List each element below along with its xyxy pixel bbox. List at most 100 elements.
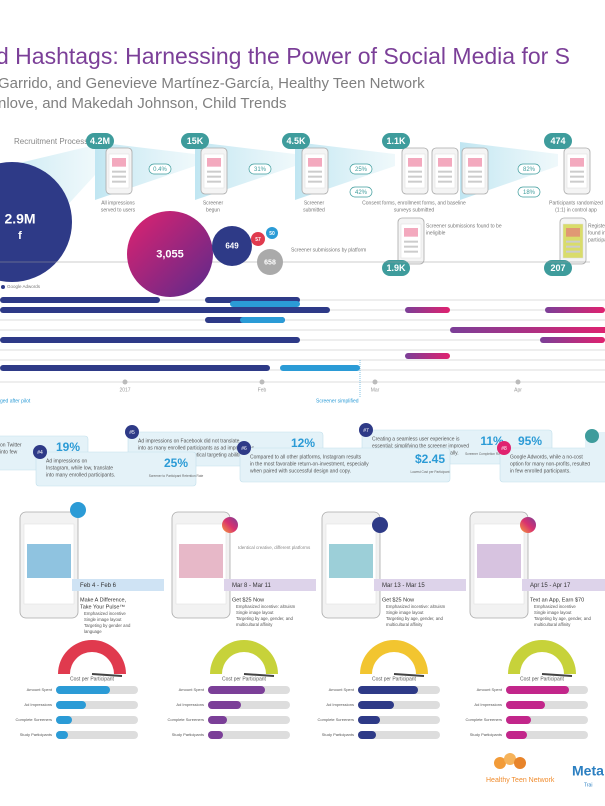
bar bbox=[358, 716, 380, 724]
callout-text: into few bbox=[0, 449, 18, 455]
count-badge bbox=[181, 133, 209, 149]
rate: 82% bbox=[523, 167, 536, 173]
bullet: language bbox=[84, 629, 102, 634]
gauge bbox=[360, 640, 428, 674]
stat: 25% bbox=[164, 456, 188, 470]
ad-image bbox=[27, 544, 71, 578]
caption: participants bbox=[588, 237, 605, 243]
screen-line bbox=[468, 170, 482, 173]
bar bbox=[358, 701, 394, 709]
callout-text: essential; simplifying the screener impr… bbox=[372, 443, 469, 449]
gauge-label: Cost per Participant bbox=[222, 676, 267, 682]
callout-num bbox=[497, 441, 511, 455]
callout-text: Creating a seamless user experience is bbox=[372, 436, 460, 442]
stat: 95% bbox=[518, 434, 542, 448]
timeline-bar bbox=[540, 337, 605, 343]
rate: 18% bbox=[523, 190, 536, 196]
screen-block bbox=[468, 158, 482, 167]
callout bbox=[239, 447, 451, 483]
section-label: Recruitment Process: bbox=[14, 137, 90, 146]
screen-block bbox=[408, 158, 422, 167]
footer-partner: Meta bbox=[572, 763, 604, 779]
note: Identical creative, different platforms bbox=[238, 545, 311, 550]
row-label: Complete Screeners bbox=[16, 717, 52, 722]
rate-badge bbox=[517, 186, 541, 198]
axis-dot bbox=[122, 379, 128, 385]
row-label: Study Participants bbox=[470, 732, 502, 737]
gauge bbox=[210, 640, 278, 674]
bar bbox=[56, 686, 110, 694]
screen-line bbox=[207, 175, 221, 178]
timeline-bar bbox=[405, 353, 450, 359]
needle bbox=[541, 673, 573, 677]
bullet: Targeting by age, gender, and bbox=[534, 616, 591, 621]
callout-num bbox=[585, 429, 599, 443]
count: 474 bbox=[550, 136, 565, 146]
bullet: Emphasized incentive bbox=[84, 611, 126, 616]
count-badge bbox=[86, 133, 114, 149]
bullet: Emphasized incentive: altruism bbox=[236, 604, 296, 609]
row-label: Amount Spent bbox=[27, 687, 53, 692]
caption: surveys submitted bbox=[394, 207, 435, 213]
rate: 31% bbox=[254, 167, 267, 173]
caption: found in bbox=[588, 230, 605, 236]
bullet: Emphasized incentive: altruism bbox=[386, 604, 446, 609]
screen-block bbox=[404, 228, 418, 237]
bubble-label: 3,055 bbox=[156, 248, 184, 260]
stat: 19% bbox=[56, 440, 80, 454]
screen-line bbox=[308, 180, 322, 183]
callout-text: in the most favorable return-on-investme… bbox=[250, 461, 369, 467]
screen-line bbox=[438, 180, 452, 183]
screen-line bbox=[308, 175, 322, 178]
logo bbox=[504, 753, 516, 765]
screen-line bbox=[566, 245, 580, 248]
bar bbox=[208, 686, 265, 694]
row-label: Complete Screeners bbox=[466, 717, 502, 722]
dates: Mar 13 - Mar 15 bbox=[382, 583, 425, 589]
screen-line bbox=[408, 180, 422, 183]
bullet: Single image layout bbox=[386, 610, 424, 615]
bullet: Single image layout bbox=[84, 617, 122, 622]
bullet: Single image layout bbox=[534, 610, 572, 615]
screen-line bbox=[438, 170, 452, 173]
bullet: multicultural affinity bbox=[386, 622, 423, 627]
headline: Make A Difference, bbox=[80, 597, 127, 603]
axis-dot bbox=[259, 379, 265, 385]
bubble bbox=[257, 249, 283, 275]
count: 207 bbox=[550, 263, 565, 273]
legend: Google Adwords bbox=[7, 284, 41, 289]
row-label: Study Participants bbox=[322, 732, 354, 737]
row-label: Study Participants bbox=[172, 732, 204, 737]
ad-image bbox=[477, 544, 521, 578]
bubble bbox=[266, 227, 278, 239]
ad-image bbox=[179, 544, 223, 578]
count-badge bbox=[382, 133, 410, 149]
callout-num-label: #5 bbox=[129, 430, 135, 436]
caption: Screener bbox=[203, 200, 224, 206]
timeline-bar bbox=[0, 365, 270, 371]
callout-text: Ad impressions on Facebook did not trans… bbox=[138, 438, 240, 444]
row-label: Ad Impressions bbox=[176, 702, 204, 707]
dates: Mar 8 - Mar 11 bbox=[232, 583, 272, 589]
screen-line bbox=[404, 250, 418, 253]
row-label: Amount Spent bbox=[477, 687, 503, 692]
bubble-label: 2.9M bbox=[4, 211, 35, 227]
footer-partner-sub: Trai bbox=[584, 782, 592, 788]
count: 15K bbox=[187, 136, 204, 146]
screen-line bbox=[404, 240, 418, 243]
count: 1.1K bbox=[386, 136, 406, 146]
caption: submitted bbox=[303, 207, 325, 213]
caption: Participants randomized bbox=[549, 200, 603, 206]
needle bbox=[393, 673, 425, 677]
needle bbox=[91, 673, 123, 677]
callout-text: into many enrolled participants. bbox=[46, 472, 115, 478]
bar bbox=[506, 731, 527, 739]
month: Feb bbox=[258, 387, 267, 393]
bullet: multicultural affinity bbox=[236, 622, 273, 627]
bar bbox=[506, 686, 569, 694]
caption: ineligible bbox=[426, 230, 446, 236]
callout-text: Ad impressions on bbox=[46, 458, 87, 464]
screen-line bbox=[112, 175, 126, 178]
row-label: Amount Spent bbox=[179, 687, 205, 692]
